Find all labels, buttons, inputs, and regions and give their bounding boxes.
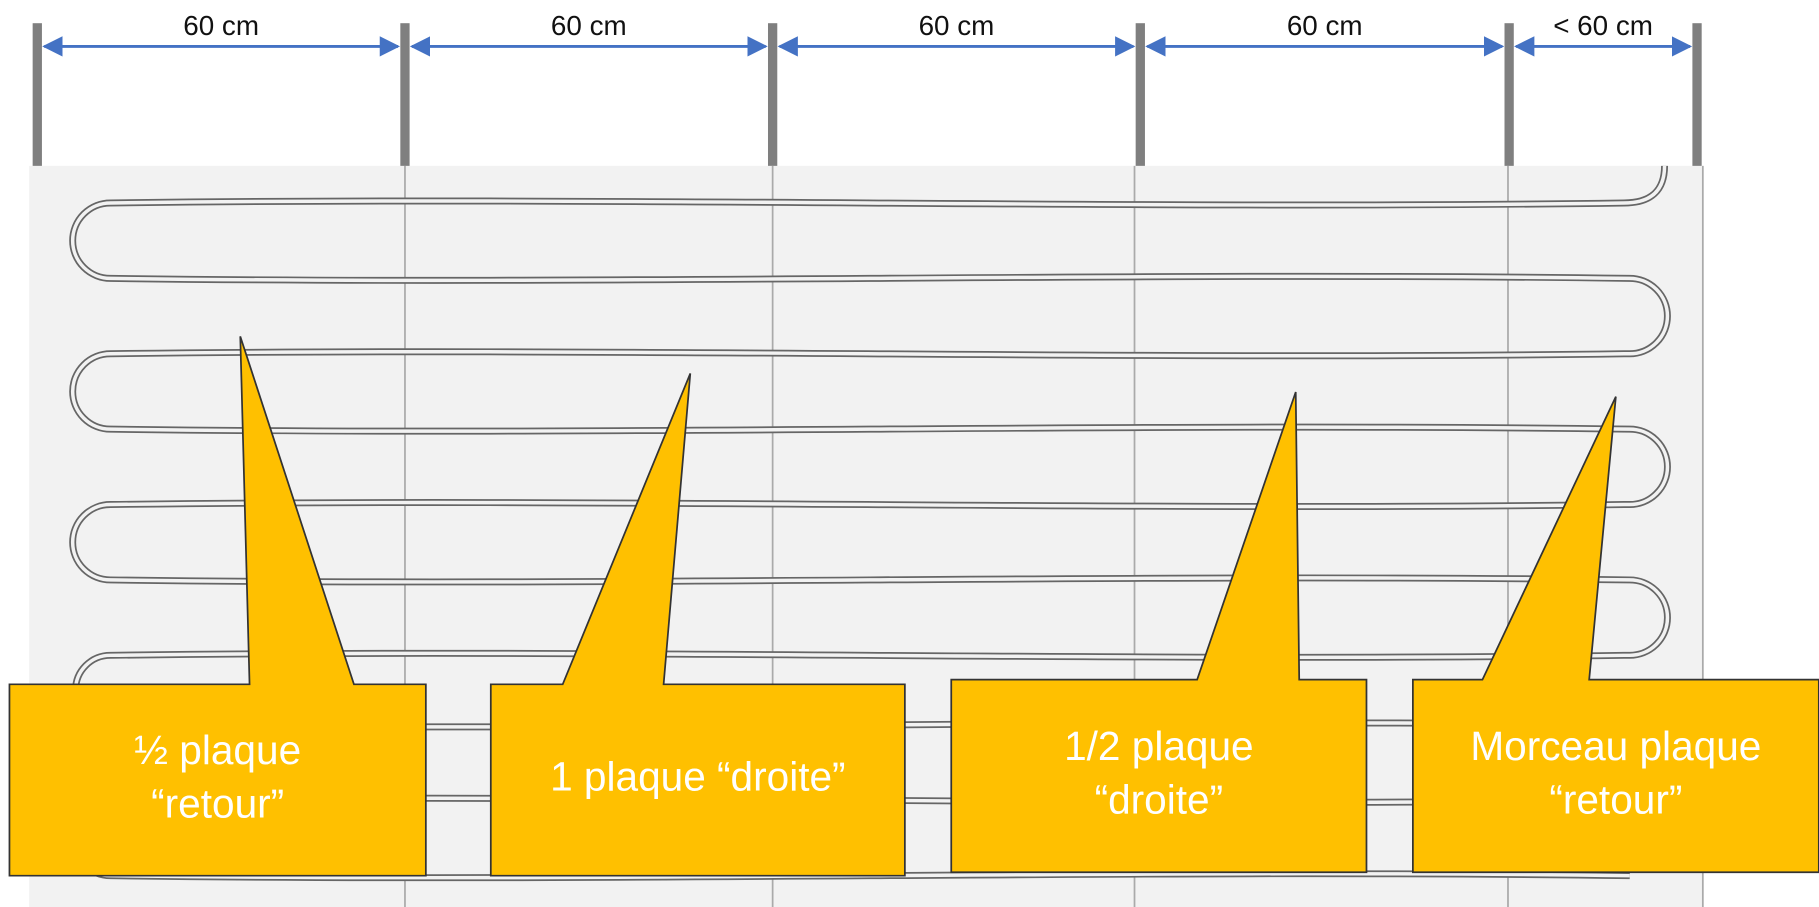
callouts: ½ plaque “retour” 1 plaque “droite” 1/2 pla…: [8, 336, 1819, 877]
post: [767, 23, 778, 166]
post: [1692, 23, 1702, 166]
dimension-label: 60 cm: [919, 10, 995, 41]
callout-label: ½ plaque: [134, 727, 301, 773]
callout-label: Morceau plaque: [1470, 723, 1761, 769]
callout-label: “retour”: [151, 780, 284, 826]
dimension-label: 60 cm: [551, 10, 627, 41]
dimension-label: 60 cm: [183, 10, 259, 41]
callout-box: [8, 336, 427, 877]
callout-label: “droite”: [1095, 776, 1224, 822]
post: [1135, 23, 1145, 166]
callout-label: 1 plaque “droite”: [550, 754, 846, 800]
post: [400, 23, 410, 166]
callout-box: [1412, 396, 1819, 874]
callout-label: 1/2 plaque: [1064, 723, 1254, 769]
post: [32, 23, 42, 166]
callout-box: [489, 373, 906, 877]
dimension-label: < 60 cm: [1553, 10, 1653, 41]
callout-label: “retour”: [1549, 776, 1682, 822]
dimensions: 60 cm 60 cm 60 cm 60 cm < 60 cm: [32, 10, 1702, 166]
dimension-label: 60 cm: [1287, 10, 1363, 41]
post: [1504, 23, 1514, 166]
callout-box: [950, 391, 1368, 874]
